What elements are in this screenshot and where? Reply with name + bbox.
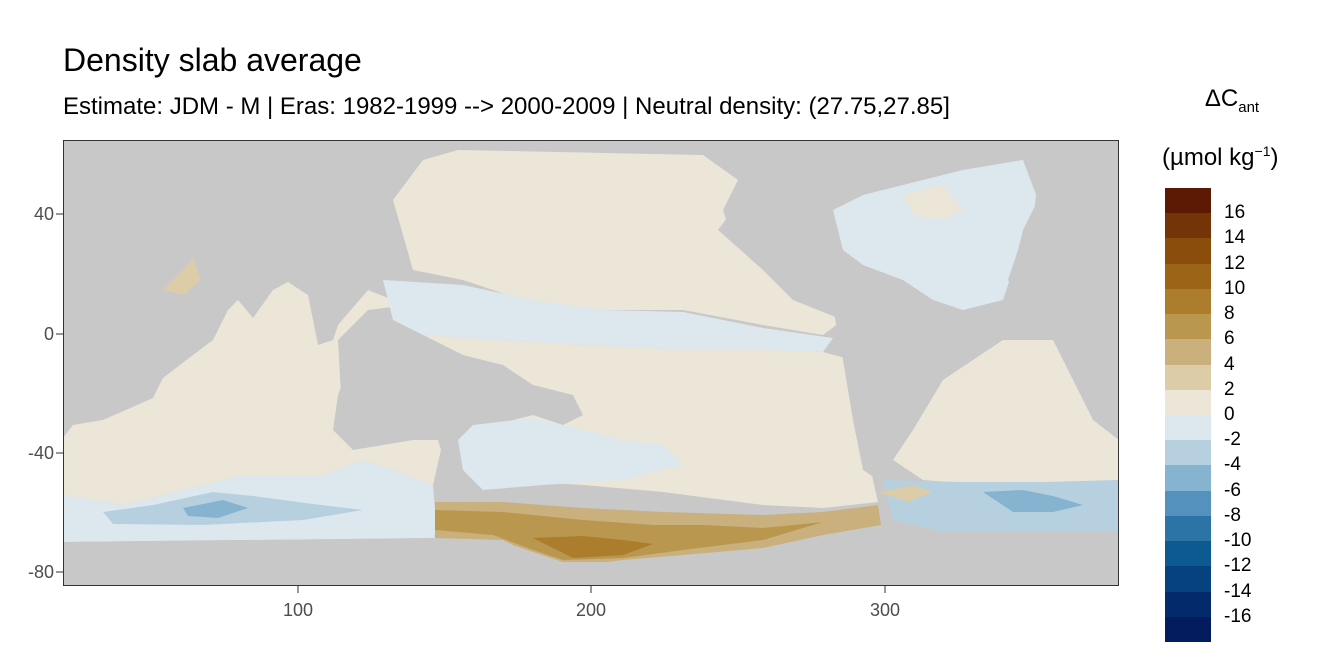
region-south-atlantic (893, 340, 1119, 485)
x-tick-label: 200 (575, 600, 607, 620)
legend-swatch (1165, 213, 1211, 239)
y-tick-label: -40 (27, 443, 54, 463)
region-north-atlantic-tan (903, 185, 963, 220)
region-indian-far-south (63, 525, 435, 542)
legend-label: 14 (1224, 227, 1246, 249)
legend-swatch (1165, 440, 1211, 466)
region-north-atlantic (833, 160, 1038, 310)
map-svg (63, 140, 1119, 586)
legend-swatch (1165, 616, 1211, 643)
legend-swatch (1165, 263, 1211, 290)
chart-subtitle: Estimate: JDM - M | Eras: 1982-1999 --> … (63, 93, 950, 120)
legend-swatch (1165, 515, 1211, 542)
land-south-america (833, 295, 953, 480)
region-southern-atlantic-core (983, 490, 1083, 512)
legend-label: 12 (1224, 252, 1246, 274)
region-south-atlantic-patch (878, 485, 933, 502)
chart-title: Density slab average (63, 42, 362, 78)
legend-unit: (µmol kg−1) (1162, 143, 1279, 171)
y-tick-label: -80 (27, 562, 54, 582)
x-tick-label: 300 (869, 600, 901, 620)
legend-label: -2 (1224, 429, 1241, 451)
legend-label: 0 (1224, 404, 1235, 425)
legend-label: -12 (1224, 555, 1252, 577)
legend-label: 10 (1224, 277, 1246, 299)
legend-swatch (1165, 339, 1211, 366)
legend-swatch (1165, 415, 1211, 441)
y-tick-label: 0 (43, 324, 54, 344)
legend-label: 6 (1224, 328, 1235, 350)
x-tick-marks (297, 586, 886, 593)
legend-label: 16 (1224, 202, 1246, 224)
legend-label: -16 (1224, 605, 1252, 627)
legend-colorbar (1165, 188, 1211, 643)
region-tasman-blue (458, 418, 683, 490)
y-tick-label: 40 (33, 204, 54, 224)
region-ross-sea-core (435, 510, 823, 560)
legend-label: -14 (1224, 580, 1252, 602)
region-ross-sea-deep (533, 536, 653, 558)
legend-swatch (1165, 490, 1211, 517)
legend-swatch (1165, 591, 1211, 618)
legend-swatch (1165, 238, 1211, 265)
region-equatorial-pacific (383, 280, 833, 352)
legend-label: -6 (1224, 479, 1241, 501)
legend-swatch (1165, 389, 1211, 416)
legend-swatch (1165, 364, 1211, 391)
region-arabian-sea (163, 258, 201, 295)
region-southern-atlantic-band (883, 480, 1119, 532)
map-panel (63, 140, 1119, 586)
legend-label: -4 (1224, 454, 1241, 476)
legend-swatch (1165, 188, 1211, 214)
y-tick-marks (56, 213, 63, 573)
legend-swatch (1165, 288, 1211, 315)
legend-label: 2 (1224, 378, 1235, 400)
legend-swatch (1165, 314, 1211, 340)
legend-label: -10 (1224, 530, 1252, 552)
x-tick-label: 100 (282, 600, 314, 620)
legend-label: 8 (1224, 303, 1235, 325)
land-north-america (703, 140, 933, 280)
legend-swatch (1165, 566, 1211, 593)
legend-label: 4 (1224, 353, 1235, 375)
panel-border (63, 140, 1119, 586)
land-africa-europe (1008, 140, 1119, 440)
region-southern-indian-core (183, 500, 248, 518)
legend-swatch (1165, 465, 1211, 492)
legend-swatch (1165, 541, 1211, 567)
legend-label: -8 (1224, 504, 1241, 526)
legend-title: ΔCant (1204, 85, 1260, 116)
land-antarctica (63, 520, 1119, 586)
